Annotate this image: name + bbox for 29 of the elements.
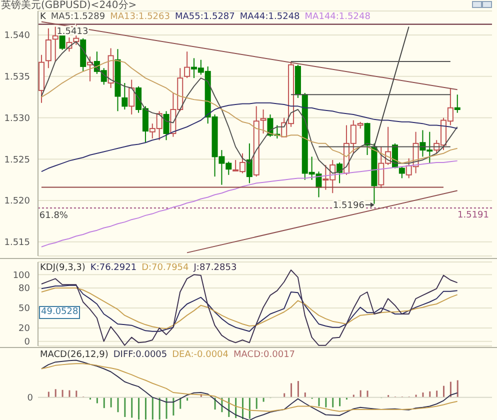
y-tick-label: 100 [12, 270, 30, 281]
text: MACD:0.0017 [234, 350, 296, 360]
annotation: 1.5196 [332, 200, 365, 211]
chart-title: MACD(26,12,9) [40, 350, 108, 360]
y-tick-label: 80 [18, 284, 30, 294]
text: D:70.7954 [142, 263, 189, 273]
series-label: DIFF:0.0005 [113, 350, 168, 360]
text: K:76.2921 [90, 263, 137, 273]
chart-title: KDJ(9,3,3) [40, 263, 86, 273]
y-tick-label: 20 [18, 324, 30, 334]
annotation: 49.0528 [39, 306, 80, 319]
y-tick-label: 0 [24, 338, 30, 348]
annotation: MA44:1.5248 [240, 12, 300, 22]
y-tick-label: 50 [18, 304, 30, 314]
text: MA55:1.5287 [174, 12, 235, 22]
y-tick-label: 1.525 [4, 155, 30, 166]
annotation: K [40, 12, 46, 22]
y-tick-label: 1.520 [4, 196, 30, 207]
text: MA144:1.5248 [304, 12, 370, 22]
y-tick-label: 1.535 [4, 72, 30, 83]
series-label: J:87.2853 [194, 263, 237, 273]
text: MA5:1.5289 [50, 12, 106, 22]
annotation: 61.8% [39, 210, 68, 221]
y-tick-label: 1.530 [4, 114, 30, 124]
text: MA13:1.5263 [110, 12, 170, 22]
text: DEA:-0.0004 [172, 350, 229, 360]
y-tick-label: 1.515 [4, 238, 30, 248]
ref-line-label: 1.5191 [458, 210, 489, 220]
y-tick-label: 1.540 [4, 31, 30, 42]
